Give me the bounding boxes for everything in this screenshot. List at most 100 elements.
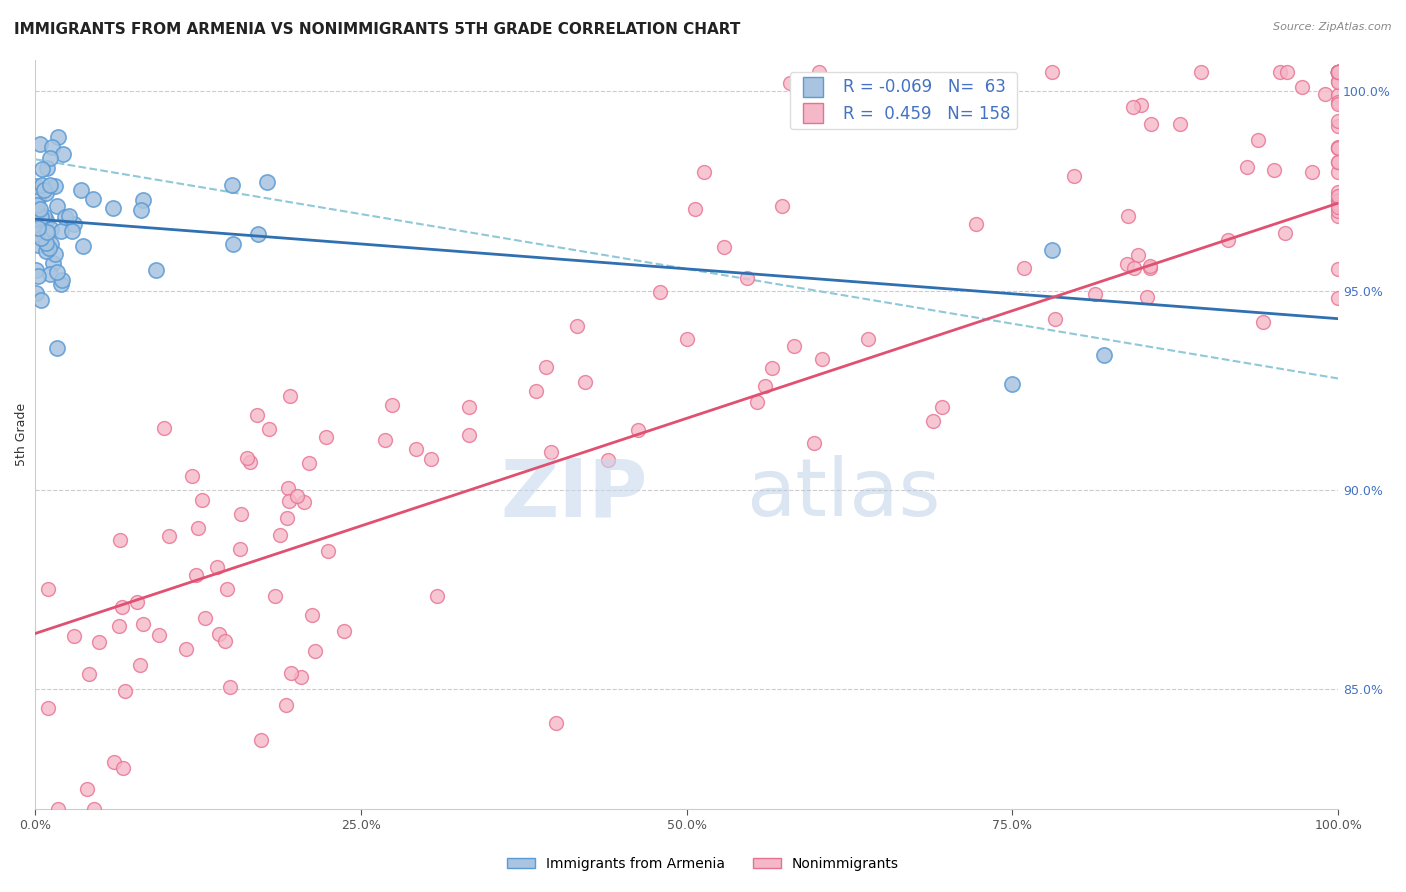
Point (1327, 189, 1350, 203)
Point (103, 201, 125, 215)
Point (931, 401, 953, 415)
Point (263, 590, 285, 604)
Point (1327, 165, 1350, 179)
Point (30, 293, 52, 308)
Point (298, 456, 321, 470)
Point (38, 241, 60, 255)
Point (103, 755, 125, 769)
Point (1246, 133, 1268, 147)
Point (30, 231, 52, 245)
Point (856, 332, 879, 346)
Point (598, 453, 620, 467)
Point (42, 256, 65, 270)
Point (108, 619, 131, 633)
Point (51, 147, 73, 161)
Point (965, 217, 987, 231)
Point (111, 599, 134, 614)
Point (1327, 262, 1350, 277)
Point (35, 244, 58, 258)
Point (1327, 200, 1350, 214)
Point (1327, 194, 1350, 209)
Point (129, 202, 152, 217)
Point (1327, 209, 1350, 223)
Point (1327, 64, 1350, 78)
Point (157, 528, 180, 542)
Point (89, 635, 111, 649)
Point (1189, 64, 1212, 78)
Point (285, 489, 308, 503)
Point (713, 240, 735, 254)
Point (221, 178, 243, 193)
Point (45, 341, 67, 355)
Point (27, 192, 49, 206)
Point (627, 423, 650, 437)
Point (222, 237, 245, 252)
Point (1327, 64, 1350, 78)
Text: IMMIGRANTS FROM ARMENIA VS NONIMMIGRANTS 5TH GRADE CORRELATION CHART: IMMIGRANTS FROM ARMENIA VS NONIMMIGRANTS… (14, 22, 741, 37)
Point (1116, 209, 1139, 223)
Point (1327, 113, 1350, 128)
Point (811, 352, 834, 367)
Point (77, 667, 100, 681)
Point (745, 394, 768, 409)
Point (1001, 377, 1024, 392)
Point (1327, 64, 1350, 78)
Point (259, 421, 281, 435)
Point (145, 263, 167, 277)
Point (108, 533, 131, 547)
Point (63, 217, 86, 231)
Point (1140, 117, 1163, 131)
Point (1327, 204, 1350, 219)
Point (333, 624, 356, 638)
Point (46, 802, 69, 816)
Point (30, 137, 52, 152)
Point (567, 318, 589, 333)
Point (132, 193, 155, 207)
Point (114, 683, 136, 698)
Point (1327, 64, 1350, 78)
Point (1327, 64, 1350, 78)
Point (187, 521, 209, 535)
Point (193, 610, 215, 624)
Point (1253, 315, 1275, 329)
Point (693, 165, 716, 179)
Point (207, 626, 229, 640)
Point (35, 186, 58, 201)
Point (25, 208, 48, 222)
Point (31, 178, 53, 192)
Point (277, 481, 299, 495)
Point (1263, 163, 1285, 178)
Point (246, 227, 269, 241)
Point (214, 633, 236, 648)
Legend: Immigrants from Armenia, Nonimmigrants: Immigrants from Armenia, Nonimmigrants (502, 851, 904, 876)
Text: atlas: atlas (745, 455, 941, 533)
Point (1327, 64, 1350, 78)
Point (39, 152, 62, 166)
Point (1327, 141, 1350, 155)
Point (1327, 95, 1350, 110)
Point (112, 761, 135, 775)
Point (30, 210, 52, 224)
Point (1327, 141, 1350, 155)
Point (540, 445, 562, 459)
Point (1012, 260, 1035, 275)
Point (1236, 160, 1258, 174)
Point (1327, 193, 1350, 207)
Point (25, 198, 48, 212)
Point (69, 183, 91, 197)
Point (53, 211, 76, 225)
Text: Source: ZipAtlas.com: Source: ZipAtlas.com (1274, 22, 1392, 32)
Point (1327, 64, 1350, 78)
Point (76, 781, 98, 796)
Legend: R = -0.069   N=  63, R =  0.459   N= 158: R = -0.069 N= 63, R = 0.459 N= 158 (790, 71, 1017, 129)
Point (148, 628, 170, 642)
Point (181, 468, 204, 483)
Point (174, 641, 197, 656)
Point (246, 408, 269, 422)
Point (39, 178, 62, 193)
Point (63, 629, 86, 643)
Point (153, 421, 176, 435)
Point (946, 99, 969, 113)
Point (1327, 120, 1350, 134)
Point (1136, 290, 1159, 304)
